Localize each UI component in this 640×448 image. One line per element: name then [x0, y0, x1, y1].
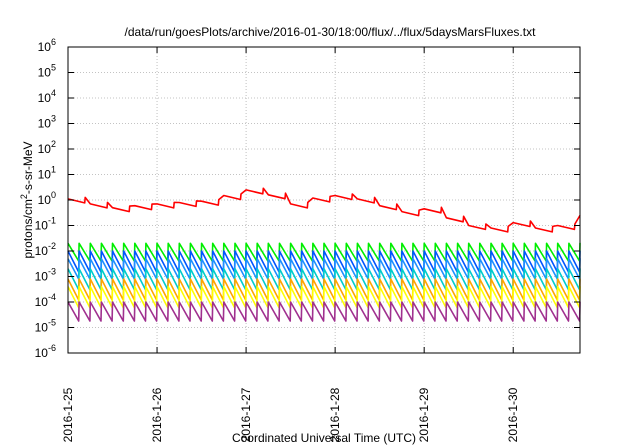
x-tick-label: 2016-1-27 — [239, 387, 253, 442]
series-line-7 — [67, 285, 581, 309]
y-axis-label: protons/cm2-s-sr-MeV — [19, 141, 35, 258]
y-tick-label: 104 — [38, 88, 56, 105]
x-tick-label: 2016-1-29 — [417, 387, 431, 442]
y-tick-label: 105 — [38, 63, 56, 80]
y-tick-label: 10-5 — [35, 318, 56, 335]
x-axis-label: Coordinated Universal Time (UTC) — [232, 431, 416, 445]
y-tick-label: 10-1 — [35, 216, 56, 233]
x-tick-label: 2016-1-25 — [61, 387, 75, 442]
x-tick-label: 2016-1-26 — [150, 387, 164, 442]
y-tick-label: 10-4 — [35, 292, 56, 309]
series-group — [67, 187, 581, 322]
y-tick-label: 106 — [38, 37, 56, 54]
y-tick-label: 10-3 — [35, 267, 56, 284]
y-tick-label: 103 — [38, 114, 56, 131]
y-tick-label: 10-2 — [35, 241, 56, 258]
series-line-8 — [67, 301, 581, 322]
chart-title: /data/run/goesPlots/archive/2016-01-30/1… — [125, 25, 537, 39]
y-tick-label: 10-6 — [35, 343, 56, 360]
y-tick-label: 102 — [38, 139, 56, 156]
x-tick-label: 2016-1-30 — [506, 387, 520, 442]
y-tick-label: 101 — [38, 165, 56, 182]
series-line-1 — [67, 187, 581, 233]
x-tick-label: 2016-1-28 — [328, 387, 342, 442]
x-axis: 2016-1-25 2016-1-26 2016-1-27 2016-1-28 2016… — [61, 47, 520, 442]
y-tick-label: 100 — [38, 190, 56, 207]
